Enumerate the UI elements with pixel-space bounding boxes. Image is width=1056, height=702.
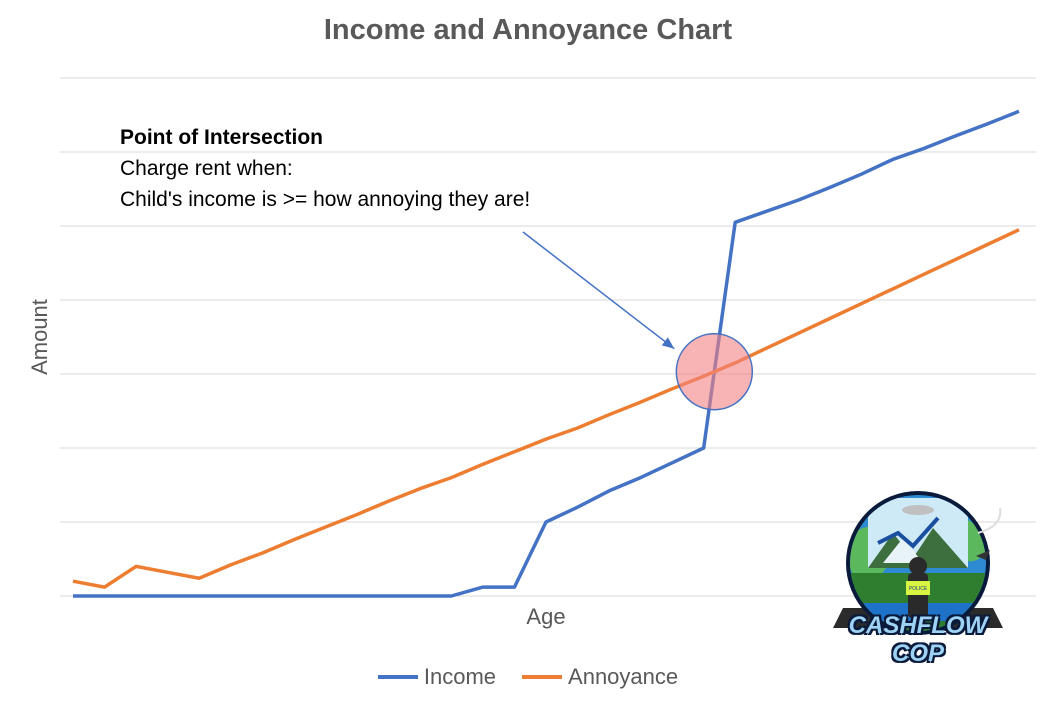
legend-swatch-annoyance — [522, 675, 563, 679]
x-axis-label: Age — [526, 604, 566, 629]
series-lines — [72, 109, 1020, 598]
annotation-heading: Point of Intersection — [120, 126, 324, 149]
legend-label-income: Income — [423, 664, 497, 689]
annotation-arrowhead — [661, 337, 675, 349]
logo-emblem-icon: POLICE — [833, 491, 1003, 635]
legend: Income Annoyance — [0, 664, 1056, 690]
annotation-marks — [522, 231, 754, 411]
annotation-line-2: Child's income is >= how annoying they a… — [120, 188, 531, 211]
gridlines — [60, 77, 1036, 597]
intersection-marker — [675, 332, 754, 411]
legend-swatch-income — [377, 675, 418, 679]
logo-text: CASHFLOW COP — [848, 612, 988, 667]
cashflow-cop-logo: POLICE CASHFLOW COP — [828, 478, 1008, 678]
chart-title: Income and Annoyance Chart — [323, 14, 733, 46]
series-line-income — [73, 109, 1020, 598]
annotation-line-1: Charge rent when: — [120, 157, 293, 180]
legend-item-income: Income — [377, 664, 497, 690]
legend-label-annoyance: Annoyance — [568, 664, 679, 689]
annotation-text: Point of Intersection Charge rent when: … — [120, 122, 530, 215]
series-line-annoyance — [72, 228, 1020, 589]
annotation-arrow — [522, 231, 675, 350]
logo-badge-text: POLICE — [909, 586, 928, 592]
legend-item-annoyance: Annoyance — [522, 664, 678, 690]
